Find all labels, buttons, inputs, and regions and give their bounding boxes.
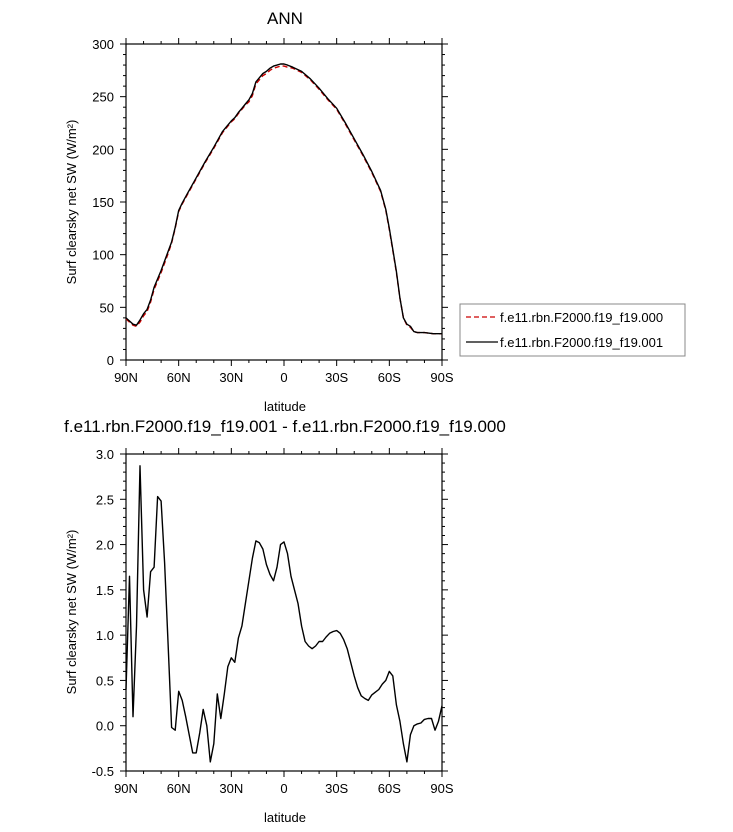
y-tick-label: 1.5 — [96, 583, 114, 598]
y-tick-label: 2.0 — [96, 538, 114, 553]
x-tick-label: 60N — [167, 370, 191, 385]
x-tick-label: 60S — [378, 370, 401, 385]
x-tick-label: 30S — [325, 370, 348, 385]
x-tick-label: 90N — [114, 370, 138, 385]
bottom-x-axis-label: latitude — [264, 810, 306, 825]
y-tick-label: 0.5 — [96, 673, 114, 688]
bottom-panel: f.e11.rbn.F2000.f19_f19.001 - f.e11.rbn.… — [64, 417, 506, 825]
bottom-y-axis-label: Surf clearsky net SW (W/m²) — [64, 530, 79, 695]
y-tick-label: 150 — [92, 195, 114, 210]
x-tick-label: 90S — [430, 781, 453, 796]
x-tick-label: 0 — [280, 781, 287, 796]
plot-frame — [125, 453, 443, 772]
x-tick-label: 30N — [219, 781, 243, 796]
legend-label-000: f.e11.rbn.F2000.f19_f19.000 — [500, 310, 663, 325]
series-line-1-0 — [125, 465, 443, 763]
series-line-0-1 — [125, 63, 442, 335]
x-tick-label: 90N — [114, 781, 138, 796]
y-tick-label: 3.0 — [96, 447, 114, 462]
x-tick-label: 30N — [219, 370, 243, 385]
legend-box — [459, 303, 686, 357]
x-tick-label: 60N — [167, 781, 191, 796]
y-tick-label: 1.0 — [96, 628, 114, 643]
y-tick-label: -0.5 — [92, 764, 114, 779]
plot-frame — [125, 43, 443, 361]
x-tick-label: 30S — [325, 781, 348, 796]
series-line-0-0 — [125, 65, 442, 335]
y-tick-label: 100 — [92, 248, 114, 263]
y-tick-label: 0 — [107, 353, 114, 368]
top-panel: ANN latitude Surf clearsky net SW (W/m²)… — [64, 9, 454, 414]
bottom-chart-title: f.e11.rbn.F2000.f19_f19.001 - f.e11.rbn.… — [64, 417, 506, 436]
legend: f.e11.rbn.F2000.f19_f19.000 f.e11.rbn.F2… — [459, 303, 686, 357]
x-tick-label: 0 — [280, 370, 287, 385]
x-tick-label: 90S — [430, 370, 453, 385]
y-tick-label: 200 — [92, 142, 114, 157]
top-y-axis-label: Surf clearsky net SW (W/m²) — [64, 120, 79, 285]
top-chart-title: ANN — [267, 9, 303, 28]
legend-label-001: f.e11.rbn.F2000.f19_f19.001 — [500, 335, 663, 350]
x-tick-label: 60S — [378, 781, 401, 796]
y-tick-label: 0.0 — [96, 719, 114, 734]
top-x-axis-label: latitude — [264, 399, 306, 414]
y-tick-label: 250 — [92, 90, 114, 105]
y-tick-label: 300 — [92, 37, 114, 52]
y-tick-label: 50 — [100, 300, 114, 315]
y-tick-label: 2.5 — [96, 492, 114, 507]
